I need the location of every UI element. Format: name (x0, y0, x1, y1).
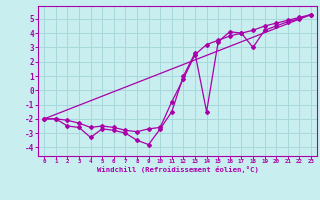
X-axis label: Windchill (Refroidissement éolien,°C): Windchill (Refroidissement éolien,°C) (97, 166, 259, 173)
